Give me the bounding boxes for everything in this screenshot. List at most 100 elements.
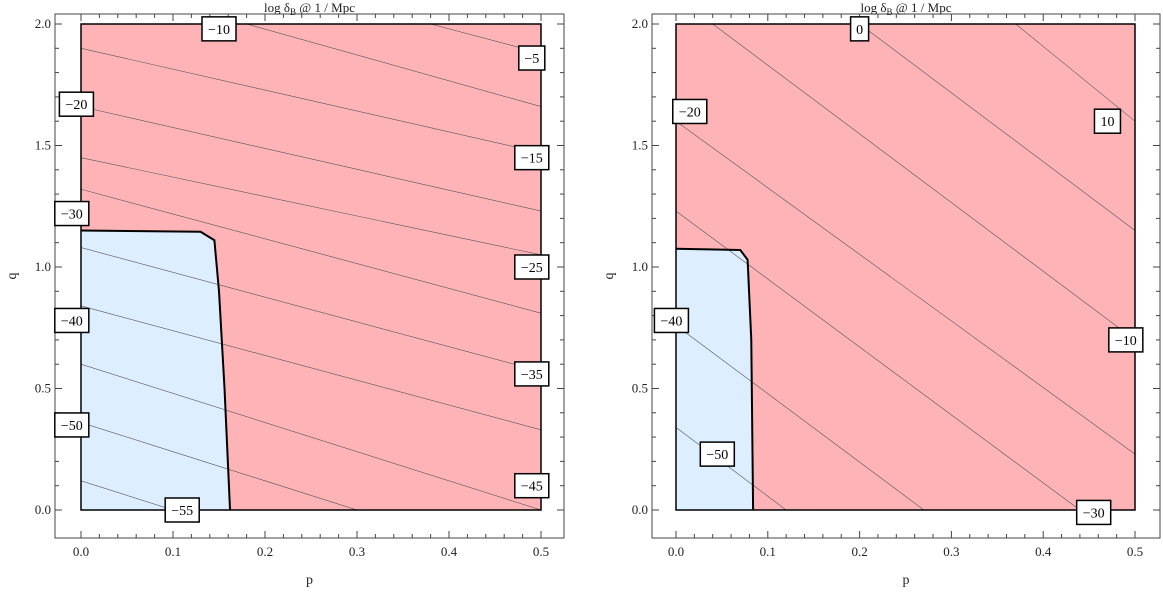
contour-line-m20 [676, 120, 1135, 455]
contour-label-box [514, 472, 550, 499]
x-tick-label: 0.4 [1035, 544, 1052, 559]
x-tick-label: 0.0 [668, 544, 684, 559]
contour-line-0 [859, 24, 1135, 231]
chart-title: log δB @ 1 / Mpc [264, 0, 355, 17]
y-tick-label: 0.5 [35, 381, 51, 396]
contour-label: −25 [514, 254, 550, 280]
x-axis-label: p [306, 573, 313, 588]
allowed-region [676, 248, 754, 510]
x-tick-label: 0.2 [851, 544, 867, 559]
contour-label-box [1108, 327, 1144, 353]
title-part: @ 1 / Mpc [893, 0, 952, 15]
contour-line-m30 [81, 188, 541, 314]
y-tick-label: 1.5 [35, 138, 51, 153]
contour-line-m35 [81, 247, 541, 372]
y-axis-label: q [5, 273, 20, 280]
y-tick-label: 1.0 [35, 259, 51, 274]
contour-label: −35 [514, 361, 550, 387]
contour-label-box [54, 200, 90, 227]
y-tick-label: 1.0 [632, 259, 648, 274]
contour-label-text: −25 [521, 261, 543, 276]
title-part: @ 1 / Mpc [296, 0, 355, 15]
title-subscript: B [290, 7, 296, 17]
contour-label: −10 [201, 16, 237, 42]
contour-label: −55 [164, 497, 200, 523]
x-tick-label: 0.5 [1127, 544, 1143, 559]
contour-label-box [518, 45, 546, 71]
contour-label-text: −15 [521, 152, 543, 167]
contour-label: −50 [699, 441, 736, 467]
contour-label-text: −10 [1115, 334, 1137, 349]
x-tick-label: 0.5 [533, 544, 549, 559]
contour-label-box [672, 98, 708, 125]
left-contour-plot: 0.0 0.1 0.2 0.3 0.4 0.5 0.0 0.5 1.0 1.5 2.0 −10 −5 −2… [5, 0, 565, 588]
y-tick-label: 2.0 [632, 16, 648, 31]
exclusion-boundary-curve [675, 247, 755, 511]
x-tick-label: 0.3 [943, 544, 959, 559]
contour-label: −30 [54, 200, 90, 227]
x-axis-label: p [903, 573, 910, 588]
contour-label-box [54, 412, 90, 438]
contour-label-text: −20 [65, 98, 87, 113]
contour-label: −50 [54, 412, 90, 438]
contour-line-m10 [712, 24, 1135, 341]
contour-line-m40 [676, 325, 925, 510]
contour-label-text: −50 [61, 419, 83, 434]
x-tick-label: 0.1 [165, 544, 181, 559]
contour-label-box [653, 307, 690, 334]
contour-label-box [514, 254, 550, 280]
contour-line-m50 [676, 427, 787, 510]
contour-label-text: −35 [521, 368, 543, 383]
contour-label-text: −20 [679, 105, 701, 120]
contour-label-text: 0 [856, 23, 863, 38]
contour-line-m15 [81, 48, 541, 154]
y-tick-label: 0.0 [632, 502, 648, 517]
contour-label: −5 [518, 45, 546, 71]
contour-label-text: −5 [524, 52, 539, 67]
contour-lines [676, 24, 1135, 510]
contour-label-text: −30 [61, 208, 83, 223]
contour-label: −20 [672, 98, 708, 125]
title-subscript: B [887, 7, 893, 17]
contour-line-m10 [246, 24, 541, 107]
contour-line-m20 [81, 106, 541, 212]
contour-line-m55 [81, 480, 174, 510]
contour-label-box [54, 307, 90, 334]
data-area-border [675, 23, 1136, 511]
contour-line-10 [1015, 24, 1135, 122]
contour-label-text: −50 [706, 448, 728, 463]
contour-label-text: −10 [208, 23, 230, 38]
contour-label: −10 [1108, 327, 1144, 353]
exclusion-boundary-curve [80, 229, 232, 511]
x-tick-label: 0.0 [73, 544, 89, 559]
right-contour-plot: 0.0 0.1 0.2 0.3 0.4 0.5 0.0 0.5 1.0 1.5 2.0 0 −20 10 −… [602, 0, 1161, 588]
contour-label: −20 [58, 91, 95, 117]
y-tick-label: 0.0 [35, 502, 51, 517]
contour-line-m50 [81, 422, 358, 510]
contour-label: −45 [514, 472, 550, 499]
contour-line-m45 [81, 363, 541, 510]
contour-label-text: −30 [1083, 506, 1105, 521]
x-tick-label: 0.2 [257, 544, 273, 559]
allowed-region [81, 230, 231, 511]
contour-line-m40 [81, 305, 541, 431]
contour-label-text: −40 [61, 314, 83, 329]
contour-label: −40 [653, 307, 690, 334]
contour-label-text: 10 [1100, 115, 1114, 130]
contour-label-box [1093, 108, 1122, 134]
contour-label-box [514, 144, 550, 171]
contour-label-box [1075, 499, 1112, 526]
contour-label-box [514, 361, 550, 387]
contour-label: −30 [1075, 499, 1112, 526]
contour-label: −40 [54, 307, 90, 334]
contour-label: −15 [514, 144, 550, 171]
contour-label-text: −55 [171, 504, 193, 519]
chart-title: log δB @ 1 / Mpc [861, 0, 952, 17]
title-part: log δ [264, 0, 290, 15]
contour-label-text: −45 [521, 480, 543, 495]
x-tick-label: 0.1 [760, 544, 776, 559]
contour-label-box [58, 91, 95, 117]
x-tick-label: 0.3 [349, 544, 365, 559]
y-axis-label: q [602, 273, 617, 280]
